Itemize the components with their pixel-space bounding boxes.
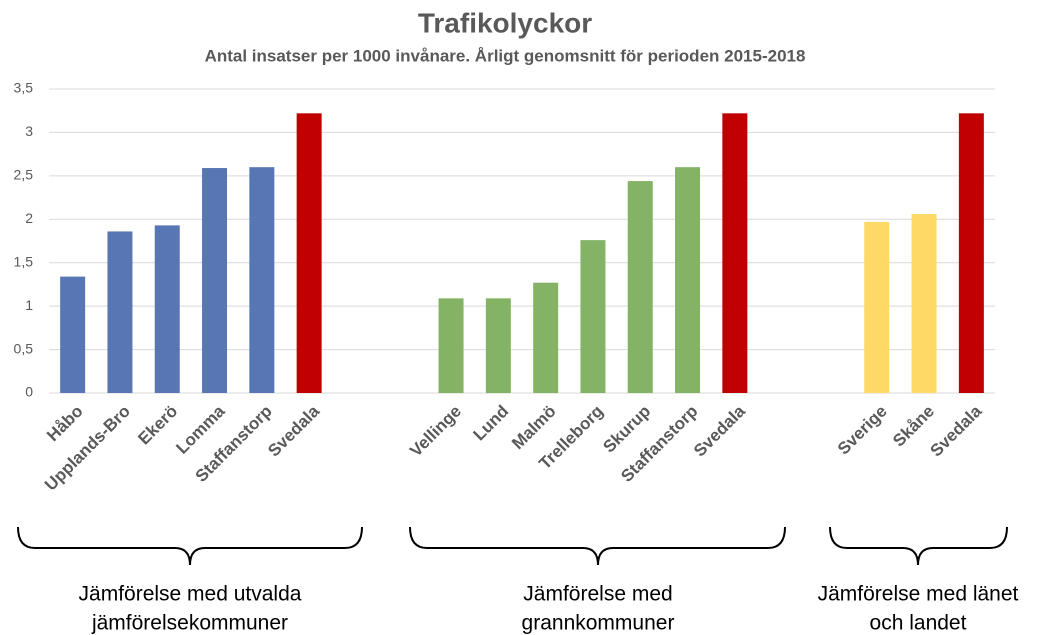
bar [911, 214, 937, 393]
y-tick-label: 1 [25, 297, 33, 313]
group-label: och landet [870, 612, 967, 635]
bar [675, 167, 701, 393]
y-tick-label: 0 [25, 384, 33, 400]
x-tick-label: Svedala [264, 401, 323, 460]
chart-title: Trafikolyckor [418, 7, 592, 38]
bar [864, 221, 890, 393]
y-tick-label: 1,5 [14, 253, 34, 269]
x-tick-label: Håbo [43, 402, 86, 445]
bar [958, 113, 984, 393]
bar [722, 113, 748, 393]
bar [249, 167, 275, 393]
y-tick-label: 3 [25, 123, 33, 139]
group-label: Jämförelse med utvalda [79, 583, 302, 606]
bar [60, 276, 86, 393]
bar [627, 181, 653, 393]
group-bracket [409, 526, 786, 566]
bar [296, 113, 322, 393]
bar [154, 225, 180, 393]
bar [485, 298, 511, 393]
x-tick-label: Upplands-Bro [41, 402, 134, 495]
x-tick-label: Sverige [834, 402, 891, 459]
y-tick-label: 3,5 [14, 80, 34, 96]
chart-subtitle: Antal insatser per 1000 invånare. Årligt… [205, 46, 806, 65]
group-bracket [17, 526, 363, 566]
group-bracket [829, 526, 1008, 566]
bar [533, 282, 559, 393]
bar [107, 231, 133, 393]
bar [202, 168, 228, 393]
y-tick-label: 2,5 [14, 167, 34, 183]
group-label: grannkommuner [522, 612, 675, 635]
x-tick-label: Svedala [690, 401, 749, 460]
x-tick-label: Vellinge [406, 402, 465, 461]
y-tick-label: 0,5 [14, 340, 34, 356]
group-label: jämförelsekommuner [91, 612, 288, 635]
group-label: Jämförelse med [523, 583, 672, 606]
group-label: Jämförelse med länet [818, 583, 1019, 606]
y-tick-label: 2 [25, 210, 33, 226]
bar [438, 298, 464, 393]
x-tick-label: Lund [470, 402, 513, 445]
x-tick-label: Svedala [926, 401, 985, 460]
bar [580, 240, 606, 393]
